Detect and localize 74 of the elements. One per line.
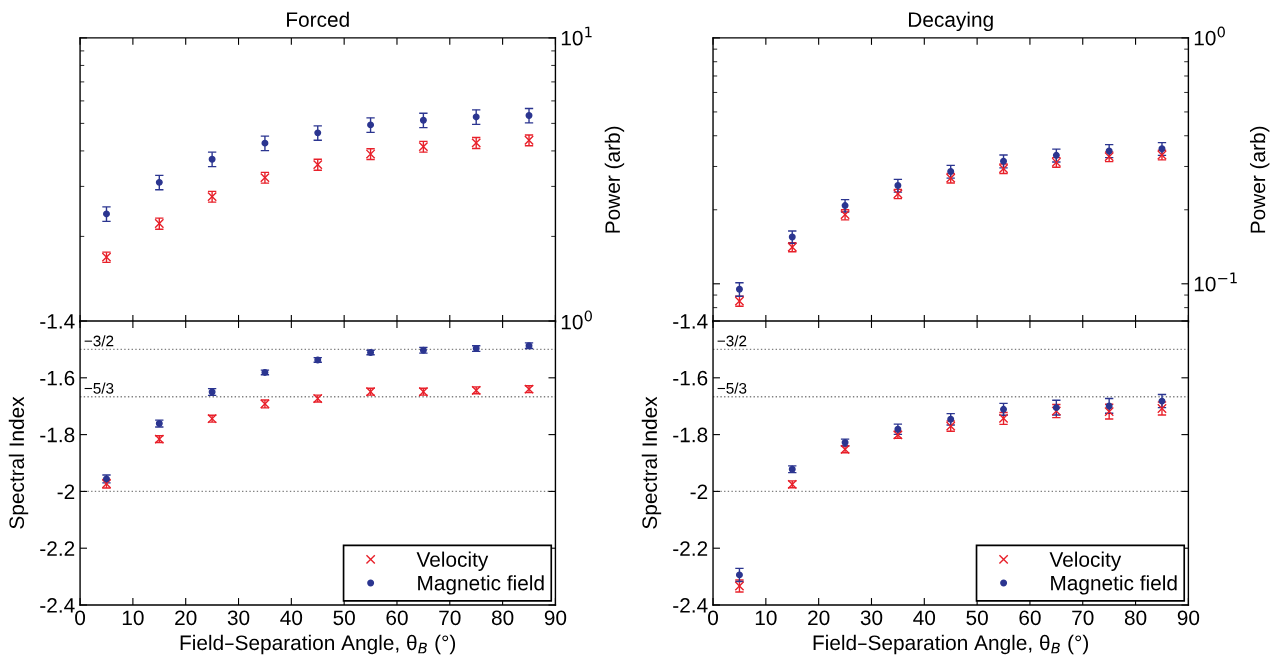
y-tick-label: -1.6 (40, 370, 75, 386)
x-tick-label: 10 (122, 610, 144, 626)
ref-line-label: −5/3 (717, 382, 747, 394)
x-tick-label: 90 (1177, 610, 1200, 626)
point (472, 113, 480, 121)
y-axis-title: Power (arb) (1249, 126, 1270, 233)
x-tick-label: 40 (280, 610, 303, 626)
x-tick-label: 80 (491, 610, 514, 626)
y-tick-label: -2.2 (673, 541, 708, 556)
x-tick-label: 80 (1124, 610, 1147, 626)
point (103, 210, 110, 218)
x-tick-label: 40 (913, 610, 936, 626)
x-tick-label: 30 (860, 610, 883, 626)
x-tick-label: 0 (708, 610, 719, 626)
y-tick-label: -1.4 (40, 314, 75, 329)
x-tick-label: 20 (175, 610, 197, 626)
y-tick-label: -2.4 (40, 598, 75, 613)
legend-label: Velocity (1049, 551, 1122, 571)
point (1158, 397, 1166, 405)
point (1105, 402, 1113, 410)
x-tick-label: 50 (333, 610, 355, 626)
y-tick-label: -1.8 (40, 427, 75, 443)
x-tick-label: 10 (755, 610, 777, 626)
x-tick-label: 60 (386, 610, 408, 626)
y-tick-label: -1.6 (673, 370, 708, 386)
y-axis-title: Spectral Index (8, 396, 29, 529)
y-tick-label: -2 (57, 484, 75, 499)
y-tick-label: -1.4 (673, 314, 708, 329)
point (261, 139, 269, 147)
y-tick-label: 10$^{0}$ (561, 310, 592, 330)
y-tick-label: -2.4 (673, 598, 708, 613)
point (314, 129, 322, 137)
legend-label: Magnetic field (418, 575, 544, 595)
point (208, 155, 216, 163)
point (1052, 404, 1060, 412)
point (1052, 151, 1060, 159)
point (788, 233, 796, 241)
y-tick-label: 10$^{−1}$ (1194, 272, 1237, 292)
point (947, 168, 955, 176)
point (1105, 147, 1113, 155)
chart-title: Decaying (908, 11, 993, 32)
x-tick-label: 50 (966, 610, 988, 626)
x-axis-title: Field–Separation Angle, θ$_{B}$ (°) (180, 634, 456, 655)
x-axis-title: Field–Separation Angle, θ$_{B}$ (°) (813, 634, 1089, 655)
ref-line-label: −3/2 (717, 335, 747, 347)
ref-line-label: −3/2 (84, 335, 114, 347)
x-tick-label: 70 (439, 610, 461, 626)
point (155, 178, 163, 186)
x-tick-label: 60 (1019, 610, 1041, 626)
y-axis-title: Spectral Index (641, 396, 662, 529)
point (419, 116, 427, 124)
point (735, 571, 743, 579)
x-tick-label: 90 (544, 610, 567, 626)
chart-title: Forced (287, 11, 349, 27)
point (1000, 157, 1007, 165)
point (1158, 145, 1166, 153)
y-axis-title: Power (arb) (604, 126, 625, 233)
ref-line-label: −5/3 (84, 382, 114, 394)
y-tick-label: 10$^{1}$ (561, 26, 592, 46)
y-tick-label: 10$^{0}$ (1194, 26, 1225, 46)
x-tick-label: 70 (1072, 610, 1094, 626)
legend-label: Velocity (416, 551, 489, 571)
y-tick-label: -1.8 (673, 427, 708, 443)
y-tick-label: -2 (690, 484, 708, 499)
point (525, 112, 533, 119)
legend-label: Magnetic field (1051, 575, 1177, 595)
point (841, 202, 849, 210)
x-tick-label: 20 (808, 610, 830, 626)
y-tick-label: -2.2 (40, 541, 75, 556)
point (367, 121, 375, 129)
point (894, 182, 902, 189)
point (735, 285, 743, 293)
x-tick-label: 30 (227, 610, 250, 626)
x-tick-label: 0 (75, 610, 86, 626)
